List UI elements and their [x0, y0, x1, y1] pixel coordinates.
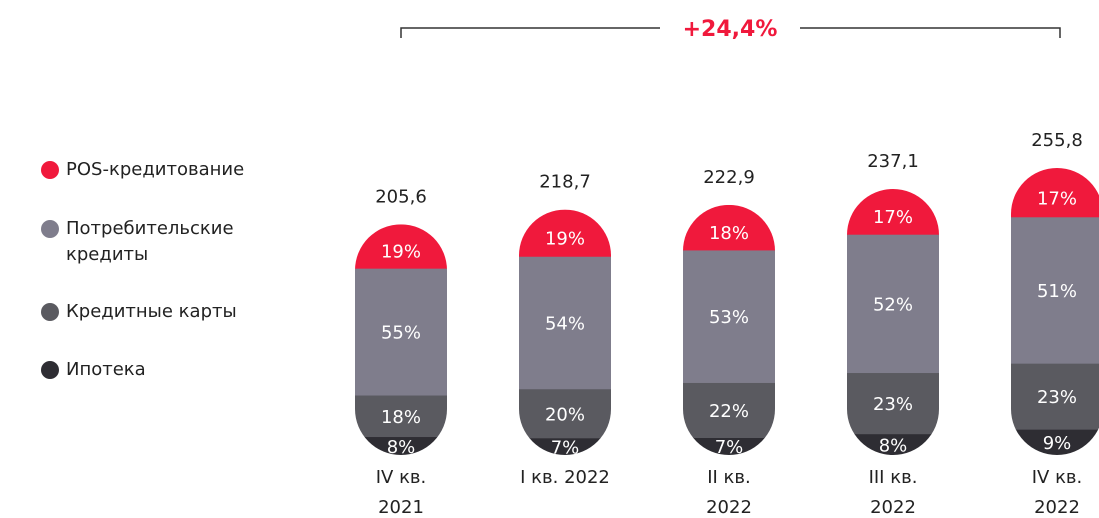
bar: [847, 188, 939, 456]
legend-label: Кредитные карты: [66, 301, 237, 322]
x-tick-label: IV кв. 2022: [1031, 467, 1083, 518]
bar-segment: [519, 388, 611, 439]
segment-label: 7%: [715, 437, 744, 458]
segment-label: 51%: [1037, 281, 1077, 302]
segment-label: 9%: [1043, 433, 1072, 454]
x-tick-label: II кв. 2022: [706, 467, 752, 518]
bar-segment: [1011, 216, 1099, 364]
total-label: 205,6: [375, 186, 427, 207]
segment-label: 53%: [709, 307, 749, 328]
segment-label: 18%: [709, 223, 749, 244]
segment-label: 55%: [381, 323, 421, 344]
segment-label: 23%: [873, 394, 913, 415]
total-label: 255,8: [1031, 130, 1083, 151]
annotation: +24,4%: [683, 17, 778, 42]
legend-label: POS-кредитование: [66, 159, 245, 180]
legend-marker: [41, 303, 59, 321]
segment-label: 23%: [1037, 387, 1077, 408]
bar-segment: [683, 382, 775, 438]
segment-label: 19%: [545, 229, 585, 250]
legend-label: Ипотека: [66, 359, 146, 380]
bar: [1011, 168, 1099, 455]
segment-label: 52%: [873, 294, 913, 315]
x-tick-label: III кв. 2022: [868, 467, 918, 518]
segment-label: 17%: [1037, 188, 1077, 209]
legend-marker: [41, 361, 59, 379]
bracket: [400, 27, 1061, 38]
bar-segment: [1011, 363, 1099, 430]
segment-label: 18%: [381, 407, 421, 428]
total-label: 237,1: [867, 151, 919, 172]
segment-label: 8%: [387, 437, 416, 458]
bar-segment: [519, 256, 611, 390]
segment-label: 17%: [873, 207, 913, 228]
bar-segment: [847, 372, 939, 435]
bar-segment: [683, 249, 775, 383]
x-tick-label: IV кв. 2021: [375, 467, 427, 518]
segment-label: 7%: [551, 437, 580, 458]
x-tick-label: I кв. 2022: [520, 467, 610, 488]
bar-segment: [355, 395, 447, 438]
legend-marker: [41, 220, 59, 238]
legend-label: Потребительские кредиты: [66, 218, 234, 265]
segment-label: 19%: [381, 242, 421, 263]
total-label: 218,7: [539, 172, 591, 193]
segment-label: 54%: [545, 313, 585, 334]
legend-marker: [41, 161, 59, 179]
bar-segment: [847, 234, 939, 374]
bar: [519, 209, 611, 455]
segment-label: 20%: [545, 404, 585, 425]
total-label: 222,9: [703, 167, 755, 188]
bar-segment: [355, 268, 447, 396]
segment-label: 8%: [879, 435, 908, 456]
bar: [683, 204, 775, 455]
segment-label: 22%: [709, 401, 749, 422]
